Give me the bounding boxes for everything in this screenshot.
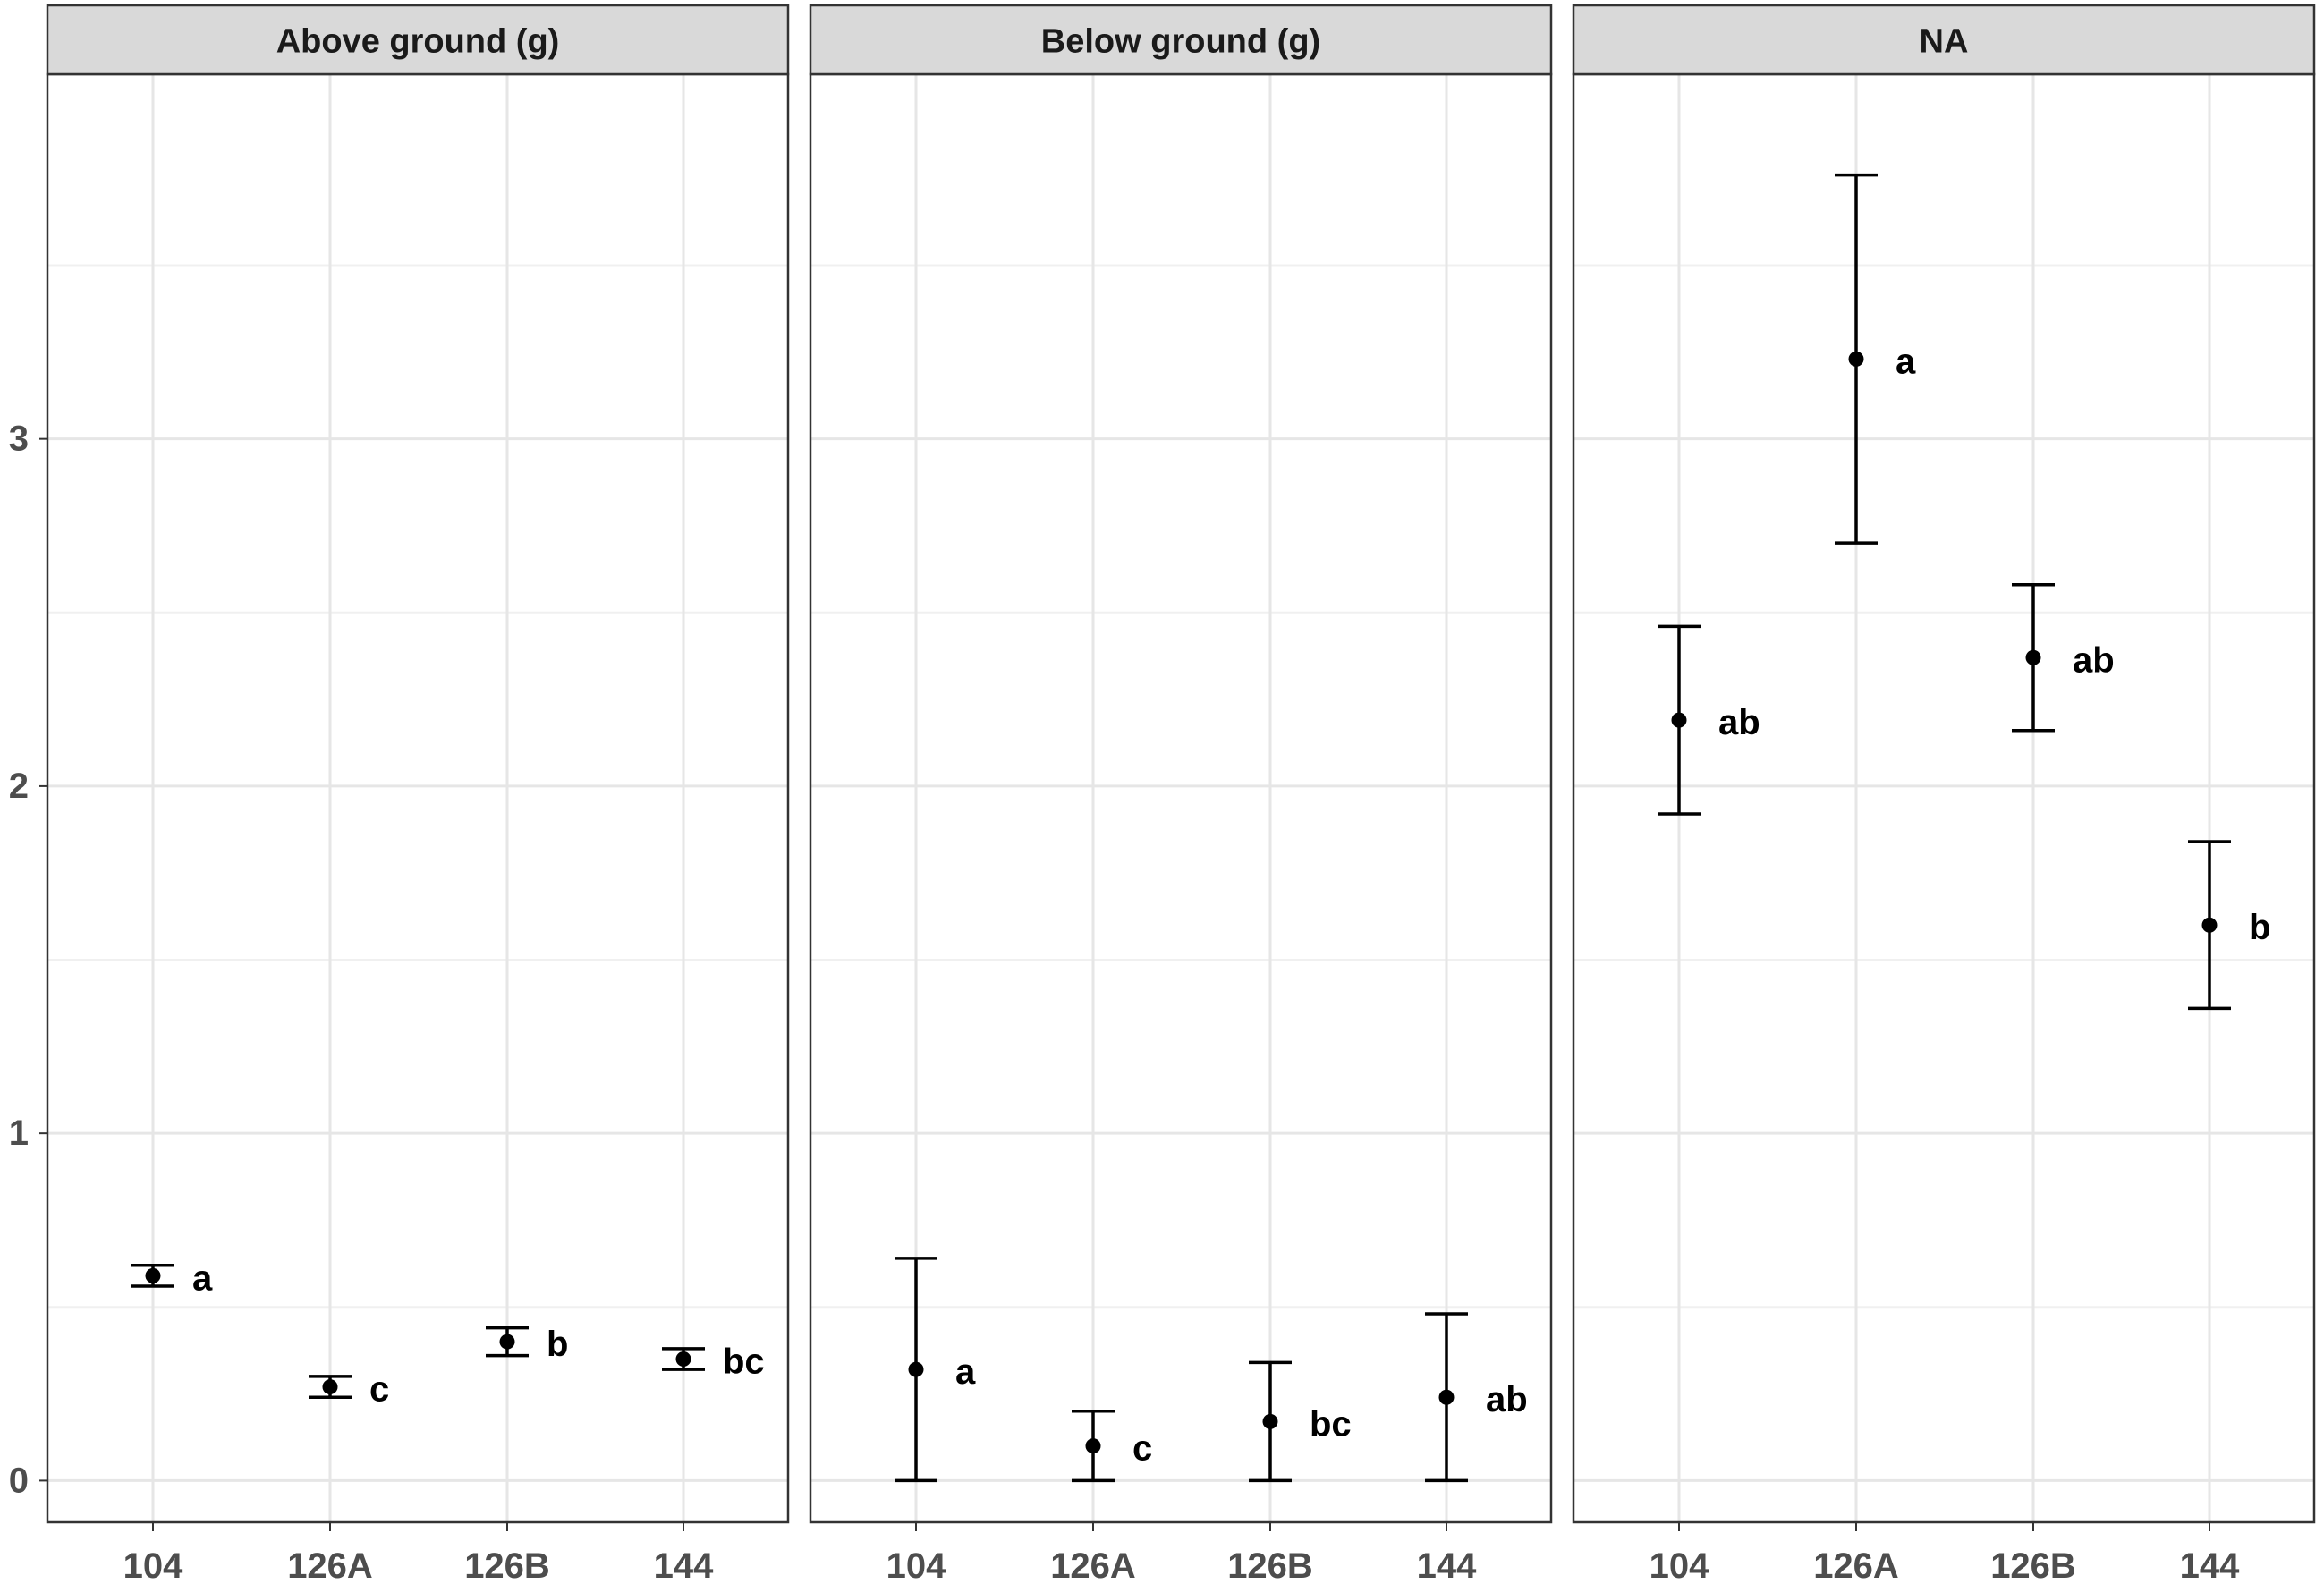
- x-tick-label: 144: [654, 1546, 714, 1580]
- panel-border: [1572, 72, 2316, 1524]
- significance-letter: ab: [1718, 703, 1760, 742]
- significance-letter: c: [1132, 1429, 1152, 1469]
- significance-letter: bc: [723, 1343, 765, 1382]
- data-point: [1671, 712, 1687, 728]
- facet-strip: [1572, 4, 2316, 76]
- data-point: [145, 1267, 161, 1283]
- x-tick-label: 104: [123, 1546, 183, 1580]
- significance-letter: bc: [1310, 1404, 1352, 1444]
- data-point: [908, 1361, 924, 1377]
- data-point: [1085, 1438, 1101, 1454]
- facet-strip: [809, 4, 1553, 76]
- data-point: [1438, 1389, 1455, 1405]
- facet-title: NA: [1920, 23, 1969, 61]
- x-tick-label: 126B: [1990, 1546, 2076, 1580]
- significance-letter: a: [192, 1258, 213, 1298]
- significance-letter: a: [1896, 342, 1916, 381]
- x-tick-label: 126A: [287, 1546, 373, 1580]
- data-point: [322, 1379, 338, 1395]
- y-tick-label: 2: [9, 767, 29, 806]
- panel-border: [46, 72, 790, 1524]
- y-tick-label: 0: [9, 1461, 29, 1500]
- data-point: [2201, 917, 2218, 933]
- data-point: [499, 1334, 515, 1350]
- data-point: [2025, 649, 2041, 665]
- x-tick-label: 144: [1417, 1546, 1477, 1580]
- x-tick-label: 104: [1650, 1546, 1709, 1580]
- data-point: [1848, 351, 1864, 367]
- y-tick-label: 3: [9, 419, 29, 459]
- data-point: [675, 1351, 691, 1368]
- facet-title: Above ground (g): [276, 23, 560, 61]
- significance-letter: ab: [2073, 640, 2115, 680]
- significance-letter: c: [369, 1370, 389, 1410]
- panel-border: [809, 72, 1553, 1524]
- y-tick-label: 1: [9, 1114, 29, 1153]
- facet-title: Below ground (g): [1041, 23, 1320, 61]
- x-tick-label: 126A: [1813, 1546, 1899, 1580]
- x-tick-label: 104: [886, 1546, 946, 1580]
- significance-letter: a: [955, 1352, 976, 1392]
- x-tick-label: 126B: [1227, 1546, 1313, 1580]
- significance-letter: ab: [1486, 1380, 1528, 1419]
- data-point: [1262, 1413, 1278, 1429]
- significance-letter: b: [2249, 908, 2270, 947]
- x-tick-label: 126A: [1050, 1546, 1136, 1580]
- significance-letter: b: [547, 1325, 568, 1364]
- x-tick-label: 126B: [464, 1546, 550, 1580]
- facet-strip: [46, 4, 790, 76]
- x-tick-label: 144: [2180, 1546, 2240, 1580]
